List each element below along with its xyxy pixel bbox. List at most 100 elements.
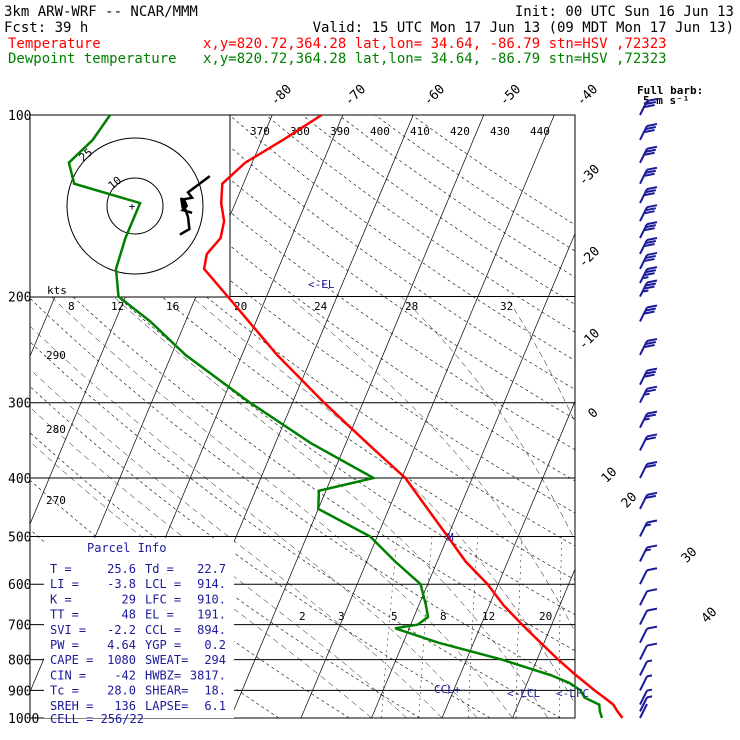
- wind-barb: [639, 367, 658, 386]
- parcel-value: 914.: [197, 577, 226, 591]
- theta-tick-label: 270: [46, 494, 66, 507]
- dry-adiabat-line: [30, 386, 491, 718]
- parcel-value: 191.: [197, 608, 226, 622]
- parcel-key: YGP =: [145, 638, 181, 652]
- level-mark: M: [447, 531, 454, 544]
- hodograph-units: kts: [47, 284, 67, 297]
- moist-adiabat-line: [288, 296, 575, 632]
- wind-barb: [639, 304, 658, 322]
- parcel-value: 3817.: [190, 668, 226, 682]
- dry-adiabat-line: [155, 115, 575, 420]
- temperature-tick-label: 40: [699, 605, 721, 627]
- lfc-marker: <-LFC: [556, 687, 589, 700]
- pressure-label: 200: [8, 291, 31, 306]
- temperature-tick-label: 30: [679, 545, 701, 567]
- moist-adiabat-line: [400, 296, 575, 541]
- parcel-key: CCL =: [145, 623, 181, 637]
- wind-barb: [639, 659, 653, 676]
- parcel-value: 22.7: [197, 562, 226, 576]
- mixing-ratio-tick-label: 2: [299, 610, 306, 623]
- mixing-ratio-tick-label: 12: [111, 300, 124, 313]
- parcel-key: SWEAT=: [145, 653, 188, 667]
- wind-barb: [639, 204, 658, 222]
- theta-tick-label: 370: [250, 125, 270, 138]
- theta-labels-left: 290 280 270: [46, 349, 66, 507]
- parcel-info-background: [44, 538, 234, 718]
- parcel-value: 6.1: [204, 699, 226, 713]
- parcel-value: 18.: [204, 684, 226, 698]
- wind-barb: [639, 337, 658, 356]
- isotherm-line: [654, 115, 740, 718]
- wind-barb: [639, 410, 658, 429]
- pressure-label: 100: [8, 109, 31, 124]
- dry-adiabat-line: [30, 432, 420, 718]
- mixing-ratio-tick-label: 5: [391, 610, 398, 623]
- parcel-info-panel: Parcel Info T = 25.6 Td = 22.7 LI = -3.8 LCL =…: [44, 538, 234, 726]
- parcel-key: Td =: [145, 562, 174, 576]
- model-title: 3km ARW-WRF -- NCAR/MMM: [4, 4, 198, 20]
- barb-legend-units: 5 m s⁻¹: [643, 94, 689, 107]
- mixing-ratio-tick-label: 24: [314, 300, 328, 313]
- theta-tick-label: 430: [490, 125, 510, 138]
- theta-tick-label: 440: [530, 125, 550, 138]
- theta-tick-label: 420: [450, 125, 470, 138]
- temperature-tick-label: -70: [342, 82, 369, 109]
- hodograph-trace: [179, 175, 211, 236]
- pressure-label: 400: [8, 472, 31, 487]
- wind-barb: [639, 695, 653, 712]
- wind-barb: [639, 279, 658, 297]
- wind-barb: [639, 166, 658, 185]
- isotherm-line: [441, 400, 575, 718]
- temperature-tick-label: -50: [497, 82, 524, 109]
- theta-tick-label: 410: [410, 125, 430, 138]
- dewpoint-line: [67, 114, 604, 719]
- pressure-label: 800: [8, 654, 31, 669]
- moist-adiabat-line: [113, 296, 549, 718]
- wind-barb: [639, 642, 658, 661]
- temperature-tick-label: 20: [619, 490, 641, 512]
- wind-barb: [639, 567, 658, 585]
- init-time: Init: 00 UTC Sun 16 Jun 13: [515, 4, 734, 20]
- parcel-info-title: Parcel Info: [87, 541, 166, 555]
- mixing-ratio-tick-label: 20: [539, 610, 552, 623]
- temperature-axis: -80 -70 -60 -50 -40 -30 -20 -10 0 10 20 30 40: [268, 82, 720, 626]
- wind-barb: [639, 703, 648, 719]
- theta-tick-label: 380: [290, 125, 310, 138]
- isotherm-line: [230, 115, 485, 718]
- parcel-key: EL =: [145, 608, 174, 622]
- parcel-value: -42: [114, 668, 136, 682]
- parcel-key: K =: [50, 592, 72, 606]
- parcel-key: LAPSE=: [145, 699, 188, 713]
- wind-barb: [639, 519, 658, 537]
- wind-barb: [639, 221, 658, 239]
- temperature-tick-label: -60: [421, 82, 448, 109]
- parcel-value: 48: [122, 608, 136, 622]
- mixing-ratio-tick-label: 12: [482, 610, 495, 623]
- theta-tick-label: 290: [46, 349, 66, 362]
- parcel-key: LI =: [50, 577, 79, 591]
- barb-legend-title: Full barb:: [637, 84, 703, 97]
- moist-adiabat-line: [191, 296, 575, 705]
- parcel-value: 0.2: [204, 638, 226, 652]
- parcel-value: 136: [114, 699, 136, 713]
- wind-barb: [639, 385, 658, 404]
- parcel-cell: CELL = 256/22: [50, 712, 144, 726]
- parcel-value: 29: [122, 592, 136, 606]
- dry-adiabat-line: [375, 115, 575, 252]
- wind-barb: [639, 625, 658, 644]
- parcel-value: 28.0: [107, 684, 136, 698]
- temperature-line: [202, 113, 624, 719]
- wind-barbs: [639, 98, 658, 719]
- dry-adiabat-line: [265, 115, 575, 333]
- temperature-legend: Temperature: [8, 36, 101, 52]
- dry-adiabat-line: [82, 115, 575, 482]
- dry-adiabat-line: [30, 255, 575, 651]
- wind-barb: [639, 122, 658, 141]
- parcel-value: -3.8: [107, 577, 136, 591]
- mixing-ratio-labels-upper: 8 12 16 20 24 28 32: [68, 300, 513, 313]
- parcel-value: 894.: [197, 623, 226, 637]
- parcel-key: LCL =: [145, 577, 181, 591]
- wind-barb: [639, 607, 658, 626]
- theta-tick-label: 390: [330, 125, 350, 138]
- wind-barb: [639, 98, 658, 116]
